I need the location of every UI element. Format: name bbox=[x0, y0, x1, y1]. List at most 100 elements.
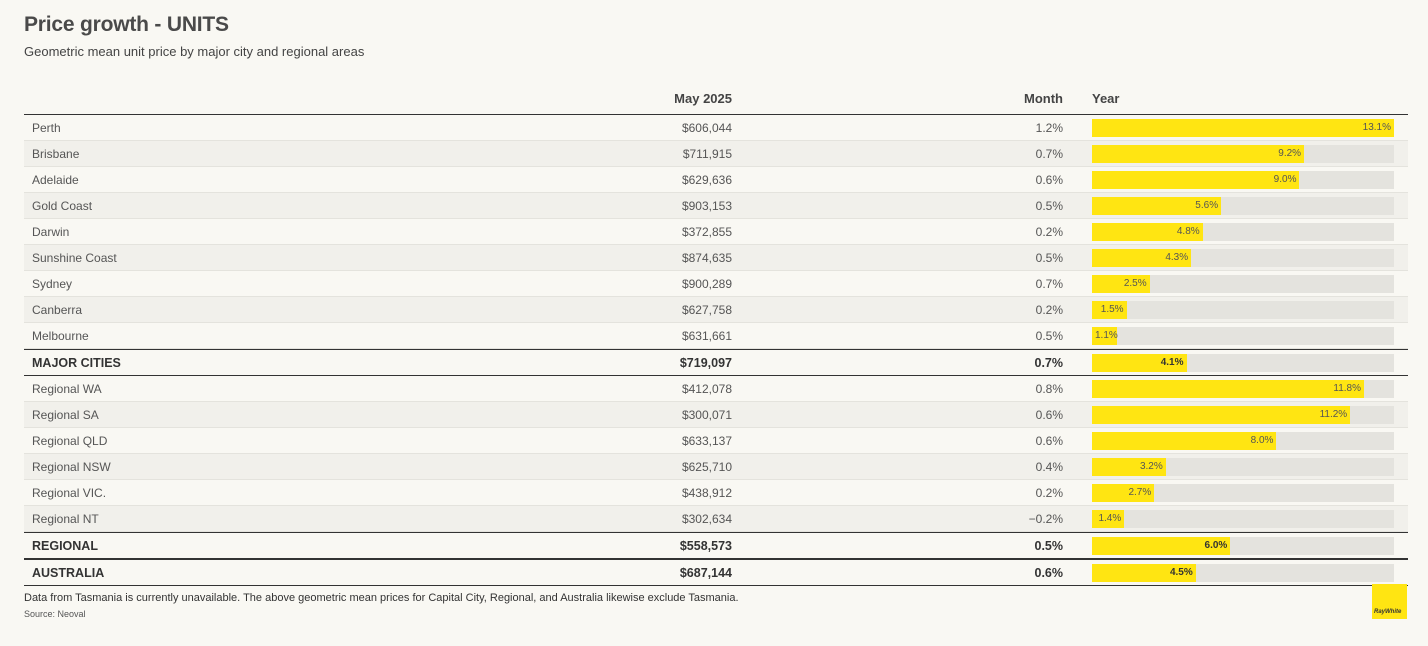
year-bar bbox=[1092, 564, 1196, 582]
row-month-change: 1.2% bbox=[1035, 121, 1063, 135]
row-price: $412,078 bbox=[681, 382, 732, 396]
row-price: $606,044 bbox=[681, 121, 732, 135]
column-header-price: May 2025 bbox=[674, 91, 732, 106]
year-bar-track: 2.7% bbox=[1092, 484, 1394, 502]
year-bar-label: 9.0% bbox=[1273, 174, 1297, 185]
table-header: May 2025 Month Year bbox=[24, 86, 1408, 115]
year-bar-track: 11.2% bbox=[1092, 406, 1394, 424]
table-row: Regional QLD $633,137 0.6% 8.0% bbox=[24, 428, 1408, 454]
table-row: MAJOR CITIES $719,097 0.7% 4.1% bbox=[24, 349, 1408, 376]
table-row: Regional SA $300,071 0.6% 11.2% bbox=[24, 402, 1408, 428]
row-name: Sydney bbox=[32, 277, 73, 291]
year-bar bbox=[1092, 145, 1305, 163]
row-month-change: 0.7% bbox=[1035, 147, 1063, 161]
row-name: Regional SA bbox=[32, 408, 99, 422]
row-month-change: 0.6% bbox=[1035, 408, 1063, 422]
year-bar-label: 8.0% bbox=[1250, 435, 1274, 446]
year-bar-track: 6.0% bbox=[1092, 537, 1394, 555]
column-header-month: Month bbox=[1024, 91, 1063, 106]
row-price: $300,071 bbox=[681, 408, 732, 422]
year-bar bbox=[1092, 119, 1394, 137]
year-bar-label: 2.5% bbox=[1123, 278, 1147, 289]
table-row: Perth $606,044 1.2% 13.1% bbox=[24, 115, 1408, 141]
table-row: Gold Coast $903,153 0.5% 5.6% bbox=[24, 193, 1408, 219]
year-bar-track: 4.8% bbox=[1092, 223, 1394, 241]
row-month-change: 0.7% bbox=[1034, 356, 1064, 370]
year-bar bbox=[1092, 301, 1127, 319]
row-price: $627,758 bbox=[681, 303, 732, 317]
row-name: Regional NSW bbox=[32, 460, 111, 474]
table-row: AUSTRALIA $687,144 0.6% 4.5% bbox=[24, 559, 1408, 586]
year-bar-track: 8.0% bbox=[1092, 432, 1394, 450]
row-month-change: 0.2% bbox=[1035, 225, 1063, 239]
year-bar-label: 11.2% bbox=[1319, 409, 1348, 420]
table-row: Regional NSW $625,710 0.4% 3.2% bbox=[24, 454, 1408, 480]
row-price: $438,912 bbox=[681, 486, 732, 500]
year-bar-track: 1.1% bbox=[1092, 327, 1394, 345]
row-price: $372,855 bbox=[681, 225, 732, 239]
row-name: Regional NT bbox=[32, 512, 99, 526]
table-row: Darwin $372,855 0.2% 4.8% bbox=[24, 219, 1408, 245]
table-row: REGIONAL $558,573 0.5% 6.0% bbox=[24, 532, 1408, 559]
year-bar-label: 6.0% bbox=[1204, 540, 1228, 551]
logo-text: RayWhite bbox=[1374, 609, 1402, 615]
year-bar-label: 1.1% bbox=[1095, 330, 1118, 341]
column-header-year: Year bbox=[1092, 91, 1120, 106]
row-month-change: 0.4% bbox=[1035, 460, 1063, 474]
table-row: Adelaide $629,636 0.6% 9.0% bbox=[24, 167, 1408, 193]
row-month-change: −0.2% bbox=[1028, 512, 1063, 526]
table-row: Canberra $627,758 0.2% 1.5% bbox=[24, 297, 1408, 323]
row-month-change: 0.5% bbox=[1035, 329, 1063, 343]
table-body: Perth $606,044 1.2% 13.1% Brisbane $711,915 0.… bbox=[24, 115, 1408, 586]
row-month-change: 0.6% bbox=[1035, 173, 1063, 187]
year-bar-label: 11.8% bbox=[1333, 383, 1362, 394]
row-month-change: 0.5% bbox=[1035, 251, 1063, 265]
row-price: $900,289 bbox=[681, 277, 732, 291]
year-bar-track: 4.5% bbox=[1092, 564, 1394, 582]
year-bar bbox=[1092, 354, 1187, 372]
year-bar-track: 5.6% bbox=[1092, 197, 1394, 215]
year-bar-track: 4.3% bbox=[1092, 249, 1394, 267]
year-bar bbox=[1092, 249, 1192, 267]
row-price: $687,144 bbox=[679, 566, 732, 580]
row-price: $558,573 bbox=[679, 539, 732, 553]
year-bar bbox=[1092, 458, 1166, 476]
year-bar-label: 13.1% bbox=[1362, 122, 1391, 133]
row-month-change: 0.2% bbox=[1035, 303, 1063, 317]
row-name: Brisbane bbox=[32, 147, 80, 161]
row-month-change: 0.6% bbox=[1035, 434, 1063, 448]
year-bar bbox=[1092, 432, 1277, 450]
row-name: REGIONAL bbox=[32, 539, 98, 553]
row-name: Regional VIC. bbox=[32, 486, 107, 500]
year-bar bbox=[1092, 406, 1351, 424]
row-name: MAJOR CITIES bbox=[32, 356, 121, 370]
row-price: $629,636 bbox=[681, 173, 732, 187]
raywhite-logo: RayWhite bbox=[1372, 584, 1407, 619]
row-name: Melbourne bbox=[32, 329, 89, 343]
source-note: Source: Neoval bbox=[24, 609, 86, 619]
year-bar-label: 9.2% bbox=[1278, 148, 1302, 159]
year-bar-track: 2.5% bbox=[1092, 275, 1394, 293]
table-row: Regional VIC. $438,912 0.2% 2.7% bbox=[24, 480, 1408, 506]
row-name: Darwin bbox=[32, 225, 70, 239]
year-bar-label: 5.6% bbox=[1195, 200, 1219, 211]
year-bar bbox=[1092, 223, 1203, 241]
row-month-change: 0.6% bbox=[1034, 566, 1064, 580]
table-row: Regional WA $412,078 0.8% 11.8% bbox=[24, 376, 1408, 402]
row-name: Adelaide bbox=[32, 173, 79, 187]
year-bar bbox=[1092, 171, 1300, 189]
row-month-change: 0.8% bbox=[1035, 382, 1063, 396]
row-price: $711,915 bbox=[682, 147, 732, 161]
table-row: Sunshine Coast $874,635 0.5% 4.3% bbox=[24, 245, 1408, 271]
row-price: $625,710 bbox=[681, 460, 732, 474]
table-row: Melbourne $631,661 0.5% 1.1% bbox=[24, 323, 1408, 349]
year-bar-label: 3.2% bbox=[1139, 461, 1163, 472]
year-bar-label: 4.5% bbox=[1169, 567, 1193, 578]
year-bar-label: 1.5% bbox=[1100, 304, 1124, 315]
year-bar-label: 4.8% bbox=[1176, 226, 1200, 237]
year-bar-track: 4.1% bbox=[1092, 354, 1394, 372]
row-name: Regional WA bbox=[32, 382, 102, 396]
year-bar-label: 1.4% bbox=[1098, 513, 1122, 524]
row-month-change: 0.7% bbox=[1035, 277, 1063, 291]
row-price: $719,097 bbox=[679, 356, 732, 370]
